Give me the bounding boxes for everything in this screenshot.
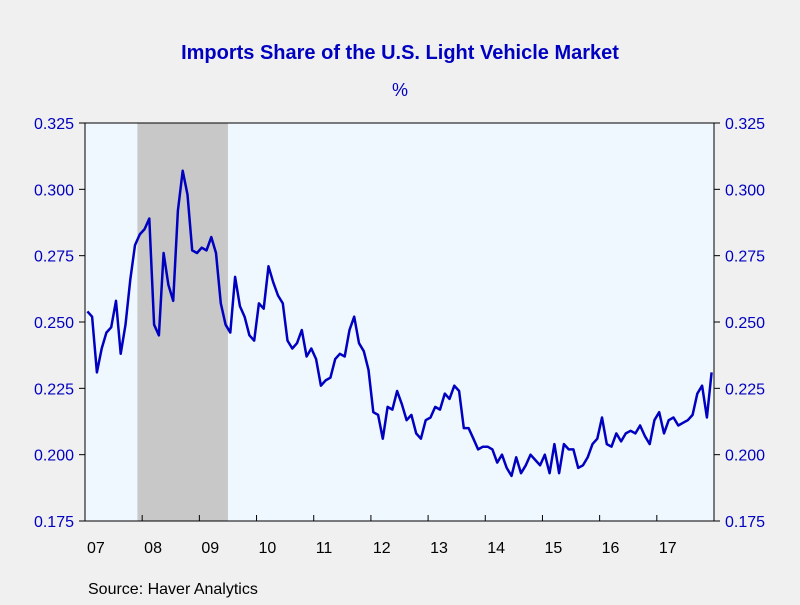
x-tick-label: 15 bbox=[544, 540, 562, 557]
right-y-tick-label: 0.275 bbox=[725, 249, 765, 266]
right-y-tick-label: 0.325 bbox=[725, 116, 765, 133]
left-y-tick-label: 0.200 bbox=[34, 448, 74, 465]
right-y-tick-label: 0.300 bbox=[725, 182, 765, 199]
x-tick-label: 08 bbox=[144, 540, 162, 557]
left-y-tick-label: 0.275 bbox=[34, 249, 74, 266]
x-tick-label: 07 bbox=[87, 540, 105, 557]
x-tick-label: 13 bbox=[430, 540, 448, 557]
series-line-0 bbox=[86, 169, 713, 478]
chart-unit-label: % bbox=[392, 80, 408, 100]
right-y-axis: 0.175 0.200 0.225 0.250 0.275 0.300 0.325 bbox=[714, 116, 765, 531]
left-y-tick-label: 0.250 bbox=[34, 315, 74, 332]
x-axis: 07 08 09 10 11 12 13 14 15 16 17 bbox=[87, 515, 677, 557]
x-tick-label: 12 bbox=[373, 540, 391, 557]
source-note: Source: Haver Analytics bbox=[88, 581, 258, 598]
left-y-tick-label: 0.175 bbox=[34, 514, 74, 531]
x-tick-label: 09 bbox=[201, 540, 219, 557]
recession-band-0 bbox=[137, 123, 228, 521]
x-tick-label: 14 bbox=[487, 540, 505, 557]
left-y-tick-label: 0.325 bbox=[34, 116, 74, 133]
x-tick-label: 11 bbox=[316, 540, 333, 557]
recession-shading-group bbox=[137, 123, 228, 521]
right-y-tick-label: 0.200 bbox=[725, 448, 765, 465]
x-tick-label: 10 bbox=[259, 540, 277, 557]
right-y-tick-label: 0.250 bbox=[725, 315, 765, 332]
x-tick-label: 16 bbox=[602, 540, 620, 557]
chart-title: Imports Share of the U.S. Light Vehicle … bbox=[181, 42, 619, 64]
left-y-axis: 0.175 0.200 0.225 0.250 0.275 0.300 0.325 bbox=[34, 116, 85, 531]
series-group bbox=[86, 169, 713, 478]
left-y-tick-label: 0.300 bbox=[34, 182, 74, 199]
x-tick-label: 17 bbox=[659, 540, 677, 557]
right-y-tick-label: 0.175 bbox=[725, 514, 765, 531]
right-y-tick-label: 0.225 bbox=[725, 381, 765, 398]
left-y-tick-label: 0.225 bbox=[34, 381, 74, 398]
